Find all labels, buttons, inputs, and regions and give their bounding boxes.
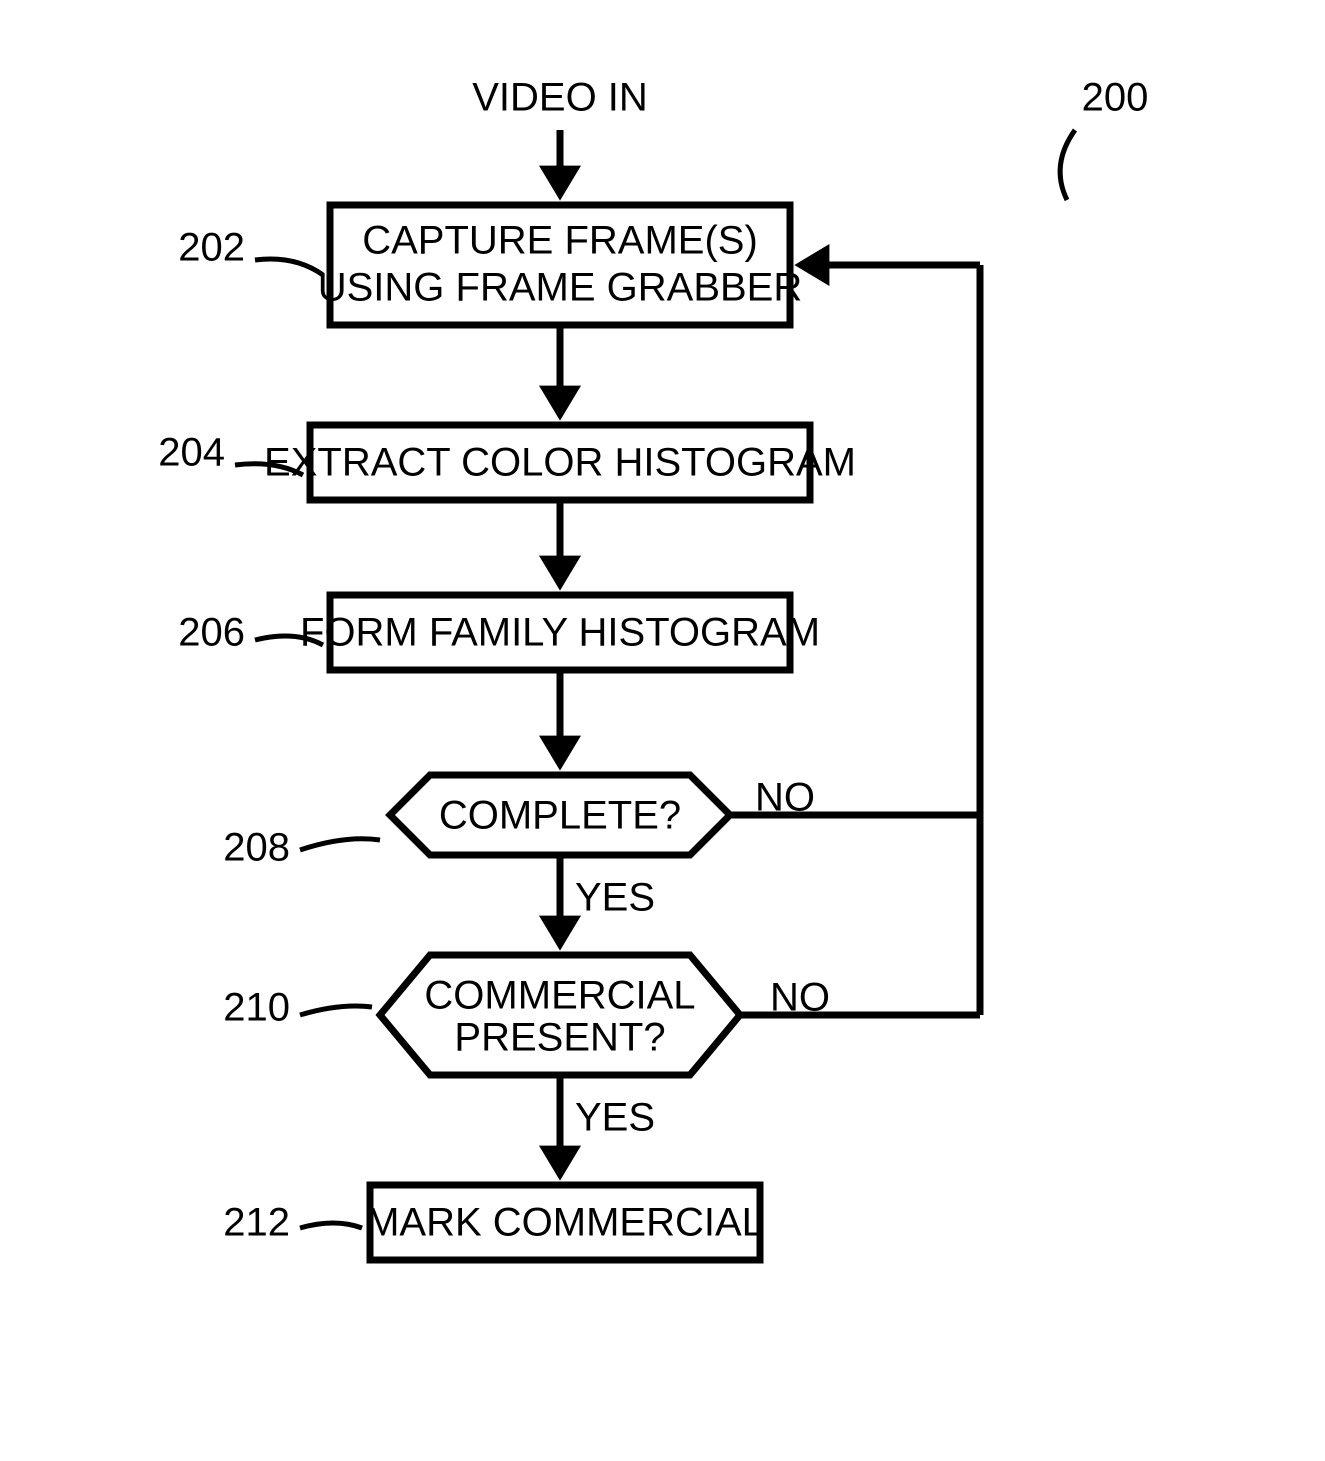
callout-212 <box>300 1223 362 1228</box>
box-204-text: EXTRACT COLOR HISTOGRAM <box>264 441 856 485</box>
box-206-text: FORM FAMILY HISTOGRAM <box>300 611 820 655</box>
ref-206: 206 <box>178 611 245 655</box>
box-202-line1: CAPTURE FRAME(S) <box>362 219 758 263</box>
callout-210 <box>300 1006 372 1015</box>
box-202-line2: USING FRAME GRABBER <box>318 266 803 310</box>
video-in-label: VIDEO IN <box>472 76 648 120</box>
ref-212: 212 <box>223 1201 290 1245</box>
ref-202: 202 <box>178 226 245 270</box>
flowchart: 200 VIDEO IN CAPTURE FRAME(S) USING FRAM… <box>0 0 1325 1461</box>
decision-210-line1: COMMERCIAL <box>424 974 695 1018</box>
diagram-ref-200: 200 <box>1082 76 1149 120</box>
decision-210-line2: PRESENT? <box>454 1016 665 1060</box>
ref-208: 208 <box>223 826 290 870</box>
yes-208: YES <box>575 876 655 920</box>
callout-208 <box>300 839 380 850</box>
yes-210: YES <box>575 1096 655 1140</box>
box-212-text: MARK COMMERCIAL <box>366 1201 764 1245</box>
ref-204: 204 <box>158 431 225 475</box>
callout-200 <box>1060 130 1075 200</box>
decision-208-text: COMPLETE? <box>439 794 681 838</box>
callout-202 <box>255 259 323 275</box>
ref-210: 210 <box>223 986 290 1030</box>
